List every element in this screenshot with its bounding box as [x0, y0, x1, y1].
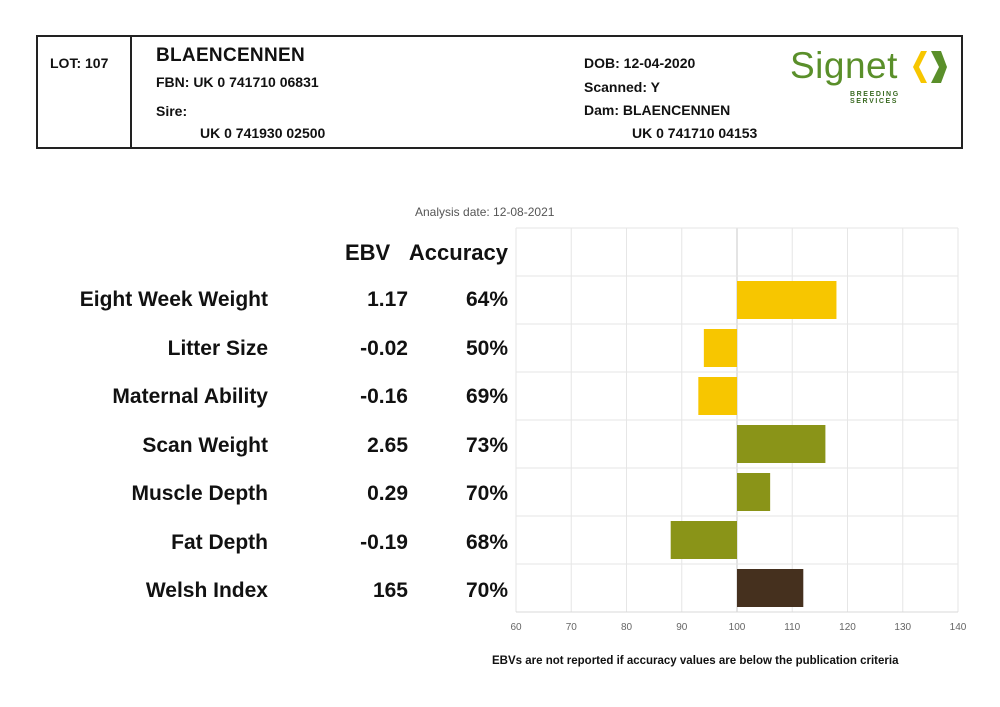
bar-muscle-depth [737, 473, 771, 511]
trait-label: Maternal Ability [112, 385, 268, 408]
lot-number: LOT: 107 [50, 55, 109, 71]
dam-id: UK 0 741710 04153 [632, 125, 758, 141]
x-tick-label: 90 [676, 622, 688, 633]
bar-eight-week-weight [737, 281, 837, 319]
sire-id: UK 0 741930 02500 [200, 125, 326, 141]
accuracy-column-header: Accuracy [400, 240, 508, 266]
accuracy-value: 70% [465, 482, 508, 505]
bar-litter-size [703, 329, 737, 367]
logo-text: Signet [790, 45, 898, 86]
dob: DOB: 12-04-2020 [584, 55, 696, 71]
trait-label: Litter Size [167, 336, 268, 360]
bar-welsh-index [737, 569, 804, 607]
trait-label: Scan Weight [142, 433, 268, 457]
x-tick-label: 80 [621, 622, 633, 633]
x-tick-label: 120 [839, 622, 856, 633]
fbn: FBN: UK 0 741710 06831 [156, 74, 319, 90]
trait-label: Eight Week Weight [79, 288, 268, 311]
scanned: Scanned: Y [584, 79, 660, 95]
accuracy-value: 50% [465, 336, 508, 360]
logo-chevron-icon [913, 51, 947, 83]
x-tick-label: 140 [950, 622, 967, 633]
accuracy-value: 73% [465, 433, 508, 457]
x-tick-label: 60 [510, 622, 522, 633]
analysis-date: Analysis date: 12-08-2021 [415, 205, 555, 219]
sire-label: Sire: [156, 103, 188, 119]
trait-label: Welsh Index [145, 579, 268, 602]
signet-logo: Signet BREEDING SERVICES [790, 45, 950, 105]
x-tick-label: 110 [784, 622, 800, 633]
x-tick-label: 70 [566, 622, 578, 633]
animal-header: LOT: 107 BLAENCENNEN FBN: UK 0 741710 06… [36, 35, 963, 149]
ebv-value: -0.16 [360, 385, 408, 408]
trait-label: Muscle Depth [131, 482, 268, 505]
accuracy-value: 69% [465, 385, 508, 408]
x-tick-label: 100 [729, 622, 746, 633]
lot-cell: LOT: 107 [38, 37, 132, 147]
ebv-value: 1.17 [367, 288, 408, 311]
ebv-value: -0.02 [360, 336, 408, 360]
ebv-value: -0.19 [360, 530, 408, 554]
x-tick-label: 130 [894, 622, 911, 633]
ebv-column-header: EBV [345, 240, 391, 265]
dam: Dam: BLAENCENNEN [584, 102, 731, 118]
ebv-value: 0.29 [367, 482, 408, 505]
ebv-value: 2.65 [367, 433, 408, 457]
accuracy-header-text: Accuracy [408, 240, 508, 265]
bar-maternal-ability [698, 377, 737, 415]
logo-subtext: BREEDING SERVICES [850, 91, 900, 105]
accuracy-value: 68% [465, 530, 508, 554]
accuracy-value: 70% [465, 579, 508, 602]
ebv-value: 165 [372, 579, 408, 602]
trait-label: Fat Depth [171, 530, 268, 554]
bar-scan-weight [737, 425, 826, 463]
accuracy-value: 64% [465, 288, 508, 311]
animal-name: BLAENCENNEN [156, 45, 305, 66]
footer-note: EBVs are not reported if accuracy values… [492, 655, 899, 667]
bar-fat-depth [670, 521, 737, 559]
